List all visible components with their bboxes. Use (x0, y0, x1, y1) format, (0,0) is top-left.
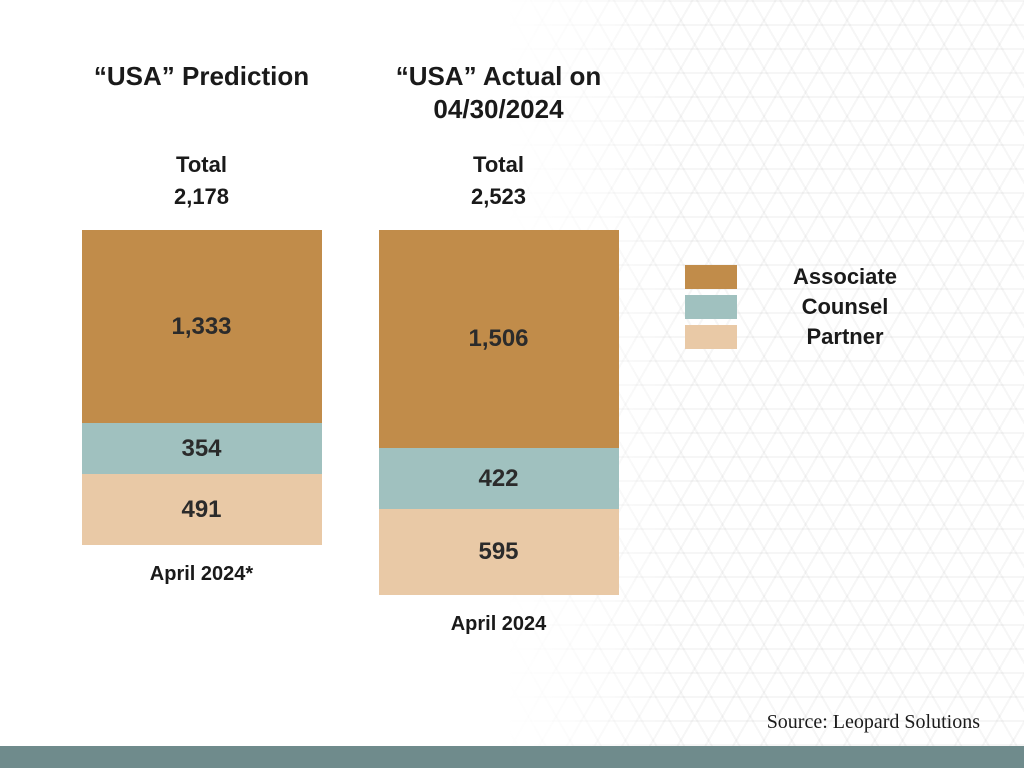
legend-swatch-partner (685, 325, 737, 349)
bar-segment-partner: 491 (82, 474, 322, 545)
total-value: 2,523 (471, 184, 526, 210)
bar-segment-associate: 1,333 (82, 230, 322, 423)
chart-column: “USA” Prediction Total 2,178 1,333354491 Apr… (70, 60, 333, 700)
legend-label-partner: Partner (745, 324, 945, 350)
total-value: 2,178 (174, 184, 229, 210)
bar-segment-counsel: 354 (82, 423, 322, 474)
x-axis-label: April 2024* (150, 563, 253, 586)
legend-swatch-associate (685, 265, 737, 289)
bar-segment-counsel: 422 (379, 448, 619, 509)
legend: Associate Counsel Partner (685, 264, 945, 350)
total-label: Total (473, 152, 524, 178)
source-attribution: Source: Leopard Solutions (767, 711, 980, 734)
legend-label-associate: Associate (745, 264, 945, 290)
total-label: Total (176, 152, 227, 178)
stacked-bar: 1,333354491 (82, 230, 322, 545)
column-title: “USA” Actual on 04/30/2024 (367, 60, 630, 130)
legend-swatch-counsel (685, 295, 737, 319)
legend-label-counsel: Counsel (745, 294, 945, 320)
column-title: “USA” Prediction (94, 60, 309, 130)
chart-column: “USA” Actual on 04/30/2024 Total 2,523 1,50… (367, 60, 630, 700)
x-axis-label: April 2024 (451, 613, 547, 636)
stacked-bar: 1,506422595 (379, 230, 619, 595)
bar-segment-associate: 1,506 (379, 230, 619, 448)
stacked-bar-chart: “USA” Prediction Total 2,178 1,333354491 Apr… (70, 60, 630, 700)
bar-segment-partner: 595 (379, 509, 619, 595)
footer-bar (0, 746, 1024, 768)
